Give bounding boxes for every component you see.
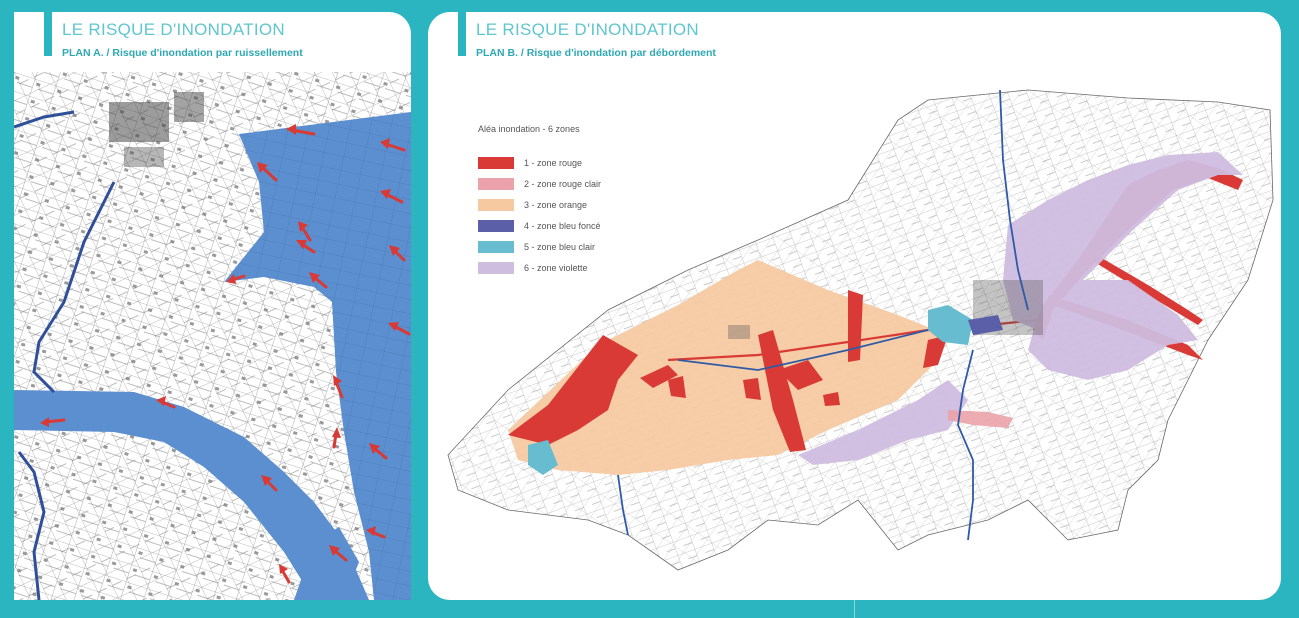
title-accent-bar <box>44 12 52 56</box>
legend-title: Aléa inondation - 6 zones <box>478 124 580 134</box>
legend-label: 5 - zone bleu clair <box>524 241 596 252</box>
legend-item: 5 - zone bleu clair <box>478 236 601 257</box>
legend-label: 2 - zone rouge clair <box>524 178 602 189</box>
zone-light-blue <box>528 305 973 475</box>
zone-dark-blue <box>968 315 1003 335</box>
overflow-flood-map <box>447 89 1274 571</box>
plan-b-title: LE RISQUE D'INONDATION <box>476 20 700 39</box>
flood-zone-legend: Aléa inondation - 6 zones 1 - zone rouge… <box>478 124 601 278</box>
runoff-flood-map <box>14 72 411 600</box>
plan-a-title: LE RISQUE D'INONDATION <box>62 20 286 39</box>
title-accent-bar <box>458 12 466 56</box>
zone-orange <box>508 260 948 475</box>
legend-swatch <box>478 177 514 190</box>
legend-swatch <box>478 156 514 169</box>
zone-light-red <box>948 410 1013 428</box>
plan-a-subtitle: PLAN A. / Risque d'inondation par ruisse… <box>62 47 303 59</box>
rivers <box>617 89 1029 541</box>
legend-label: 1 - zone rouge <box>524 157 583 168</box>
commune-boundary <box>447 89 1274 571</box>
legend-label: 3 - zone orange <box>524 199 588 210</box>
legend-item: 3 - zone orange <box>478 194 601 215</box>
legend-item: 2 - zone rouge clair <box>478 173 601 194</box>
legend-label: 6 - zone violette <box>524 262 588 273</box>
legend-item: 6 - zone violette <box>478 257 601 278</box>
panel-plan-a: LE RISQUE D'INONDATION PLAN A. / Risque … <box>14 12 411 600</box>
legend-swatch <box>478 219 514 232</box>
village-core <box>109 92 204 167</box>
legend-item: 4 - zone bleu foncé <box>478 215 601 236</box>
page-fold-line <box>854 600 855 618</box>
panel-plan-b: LE RISQUE D'INONDATION PLAN B. / Risque … <box>428 12 1281 600</box>
legend-swatch <box>478 240 514 253</box>
legend-item: 1 - zone rouge <box>478 152 601 173</box>
legend-swatch <box>478 198 514 211</box>
runoff-arrows <box>40 124 411 584</box>
plan-b-subtitle: PLAN B. / Risque d'inondation par débord… <box>476 47 716 59</box>
zone-violet <box>798 152 1243 465</box>
legend-swatch <box>478 261 514 274</box>
legend-label: 4 - zone bleu foncé <box>524 220 601 231</box>
rivers <box>14 110 116 600</box>
